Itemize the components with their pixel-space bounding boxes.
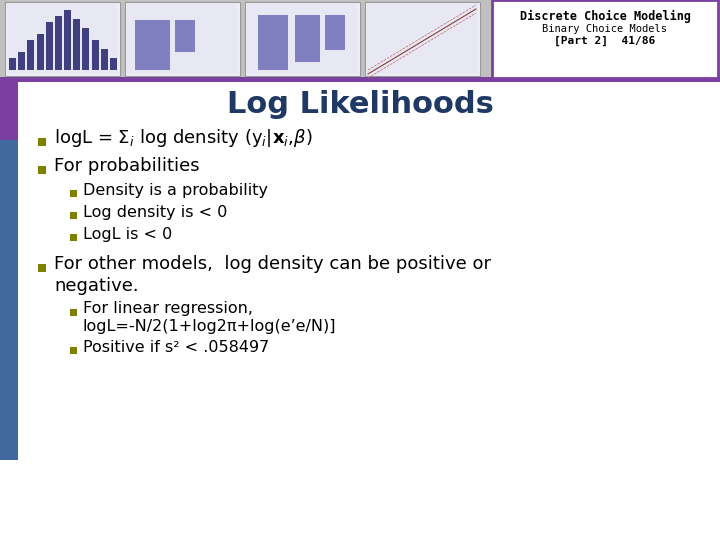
Bar <box>247 4 358 74</box>
Bar <box>91 40 99 70</box>
Bar <box>37 34 43 70</box>
Text: Binary Choice Models: Binary Choice Models <box>542 24 667 34</box>
Bar <box>101 49 108 70</box>
Text: logL = $\Sigma_i$ log density (y$_i$|$\mathbf{x}_i$,$\beta$): logL = $\Sigma_i$ log density (y$_i$|$\m… <box>54 127 312 149</box>
Bar <box>38 166 46 174</box>
Bar <box>0 80 18 140</box>
Bar <box>7 4 118 74</box>
Bar <box>245 2 360 76</box>
Text: negative.: negative. <box>54 277 139 295</box>
Bar <box>127 4 238 74</box>
Bar <box>175 20 195 52</box>
Bar <box>45 22 53 70</box>
Bar <box>70 212 77 219</box>
Bar <box>70 347 77 354</box>
Bar <box>82 28 89 70</box>
Bar <box>258 15 288 70</box>
Bar <box>325 15 345 50</box>
Text: Log Likelihoods: Log Likelihoods <box>227 90 493 119</box>
Bar <box>64 10 71 70</box>
Text: logL=-N/2(1+log2π+log(e’e/N)]: logL=-N/2(1+log2π+log(e’e/N)] <box>83 320 336 334</box>
Bar <box>73 19 80 70</box>
Bar <box>0 77 720 82</box>
Bar <box>38 138 46 146</box>
Bar <box>5 2 120 76</box>
Bar <box>492 0 718 78</box>
Bar <box>110 58 117 70</box>
Bar <box>125 2 240 76</box>
Bar <box>0 0 720 78</box>
Bar <box>0 140 18 460</box>
Bar <box>27 40 35 70</box>
Bar <box>365 2 480 76</box>
Bar <box>18 52 25 70</box>
Bar <box>9 58 16 70</box>
Text: [Part 2]  41/86: [Part 2] 41/86 <box>554 36 656 46</box>
Text: For other models,  log density can be positive or: For other models, log density can be pos… <box>54 255 491 273</box>
Bar <box>135 20 170 70</box>
Text: For probabilities: For probabilities <box>54 157 199 175</box>
Bar <box>70 190 77 197</box>
Text: Log density is < 0: Log density is < 0 <box>83 205 228 219</box>
Text: LogL is < 0: LogL is < 0 <box>83 226 172 241</box>
Bar <box>55 16 62 70</box>
Bar <box>38 264 46 272</box>
Bar <box>295 15 320 62</box>
Text: Density is a probability: Density is a probability <box>83 183 268 198</box>
Bar <box>70 308 77 315</box>
Text: For linear regression,: For linear regression, <box>83 301 253 316</box>
Text: Discrete Choice Modeling: Discrete Choice Modeling <box>520 10 690 23</box>
Bar <box>70 233 77 240</box>
Text: Positive if s² < .058497: Positive if s² < .058497 <box>83 340 269 354</box>
Bar <box>367 4 478 74</box>
